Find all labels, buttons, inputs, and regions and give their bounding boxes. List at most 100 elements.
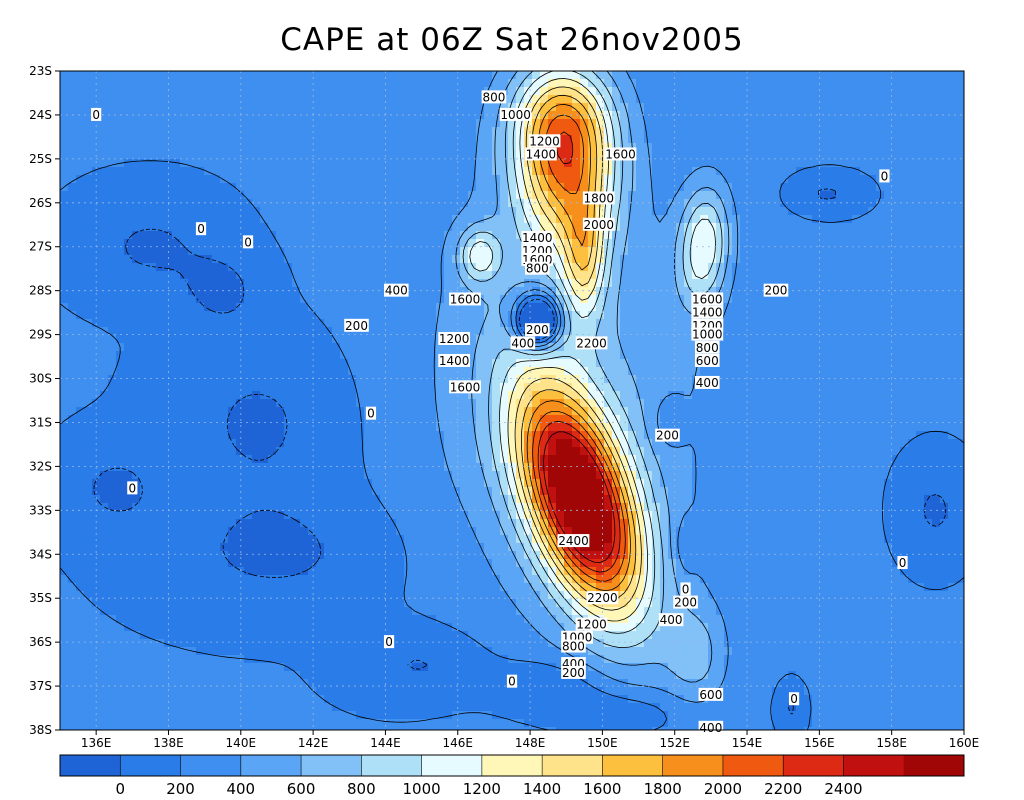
contour-label: 0 [897,556,908,570]
contour-label: 1000 [691,327,724,342]
y-tick-label: 31S [29,415,52,429]
colorbar-swatch [60,755,121,776]
contour-label: 600 [694,353,720,368]
contour-label-bg [680,582,691,596]
y-tick-label: 26S [29,196,52,210]
y-axis: 23S 24S 25S 26S 27S 28S 29S 30S 31S 32S 33S 34S 35S 3… [29,64,60,737]
contour-label-bg [525,147,557,161]
y-tick-label: 23S [29,64,52,78]
colorbar-swatch [903,755,965,776]
contour-label-bg [561,639,586,653]
contour-label: 800 [561,639,586,654]
contour-label-text: 1200 [439,332,470,346]
contour-label-text: 0 [899,556,907,570]
contour-label-bg [655,428,680,442]
colorbar-swatch [722,755,784,776]
contour-label-text: 1000 [500,108,531,122]
y-tick-label: 28S [29,284,52,298]
contour-label-text: 0 [244,235,252,249]
contour-label: 1600 [449,380,481,394]
contour-label: 1200 [438,331,471,346]
contour-label-text: 400 [696,376,719,390]
colorbar-frame [59,754,965,777]
contour-label-bg [694,353,720,367]
x-tick-label: 136E [81,736,112,750]
contour-label: 0 [195,222,207,236]
colorbar-swatch [783,755,844,776]
contour-label-text: 800 [562,640,585,654]
contour-label-text: 400 [660,613,683,627]
x-tick-label: 140E [226,736,257,750]
contour-label-text: 200 [562,666,585,680]
contour-label-text: 800 [696,341,719,355]
colorbar-tick-label: 1400 [523,780,561,798]
contour-label-bg [694,340,720,354]
contour-label-bg [658,613,684,627]
y-tick-label: 37S [29,679,52,693]
contour-label-bg [575,336,608,350]
contour-label: 0 [91,107,102,122]
colorbar-swatch [361,755,422,776]
colorbar-swatch [602,755,663,776]
contour-label-text: 0 [197,222,205,236]
contour-label: 200 [763,283,789,298]
colorbar-tick-label: 1200 [463,780,501,798]
contour-label-text: 1200 [576,618,607,632]
contour-200 [60,160,964,730]
contour-label-bg [561,665,586,679]
contour-label-bg [383,635,395,649]
contour-label-bg [763,283,789,297]
contour-label-bg [694,375,720,389]
contour-label-bg [586,591,619,605]
contour-label: 400 [694,375,720,390]
contour-label: 1600 [691,292,724,306]
colorbar-swatch [662,755,724,776]
contour-label: 1600 [449,292,481,306]
colorbar-swatch [301,755,362,776]
contour-label-bg [525,323,550,337]
contour-label: 2200 [586,591,619,605]
contour-label-text: 2200 [576,336,607,350]
colorbar-swatch [843,755,905,776]
contour-label-bg [525,261,550,275]
colorbar-tick-label: 400 [226,780,255,798]
contour-label: 200 [344,318,369,333]
contour-label-text: 1400 [692,306,723,320]
contour-1400 [514,86,642,611]
contour-label: 0 [506,674,518,689]
colorbar-tick-label: 1000 [403,780,441,798]
contour-label-text: 0 [682,582,690,596]
contour-label-text: 1400 [526,147,557,161]
colorbar-tick-label: 200 [166,780,195,798]
contour-label-bg [691,305,724,319]
contour-label: 200 [525,323,550,337]
contour-label-text: 1400 [522,231,553,245]
contour-label-bg [438,353,471,367]
x-tick-label: 144E [370,736,401,750]
contour-1800 [526,103,631,591]
contour-label: 1600 [604,147,637,161]
y-tick-label: 27S [29,240,52,254]
grid-lines [60,71,964,730]
contour-label-bg [499,107,532,121]
contour-label: 2000 [582,217,615,232]
colorbar-tick-label: 800 [347,780,376,798]
contour-0 [93,188,947,715]
contour-label-text: 200 [656,429,679,443]
contour-label: 1400 [691,305,724,320]
contour-label-bg [528,134,561,148]
contour-1200 [507,78,648,622]
contour-label-bg [127,481,138,495]
y-tick-label: 36S [29,635,52,649]
contour-label-bg [673,595,698,609]
contour-label-bg [449,380,481,394]
colorbar: 0 200 400 600 800 1000 1200 1400 1600 1800 2000 220… [59,754,965,798]
x-tick-label: 138E [153,736,184,750]
contour-label-text: 1400 [439,354,470,368]
contour-label-text: 2400 [558,534,589,548]
contour-label-text: 800 [526,262,549,276]
contour-label-bg [691,292,724,306]
y-tick-label: 35S [29,591,52,605]
contour-label-bg [438,331,471,345]
colorbar-tick-label: 2400 [824,780,862,798]
